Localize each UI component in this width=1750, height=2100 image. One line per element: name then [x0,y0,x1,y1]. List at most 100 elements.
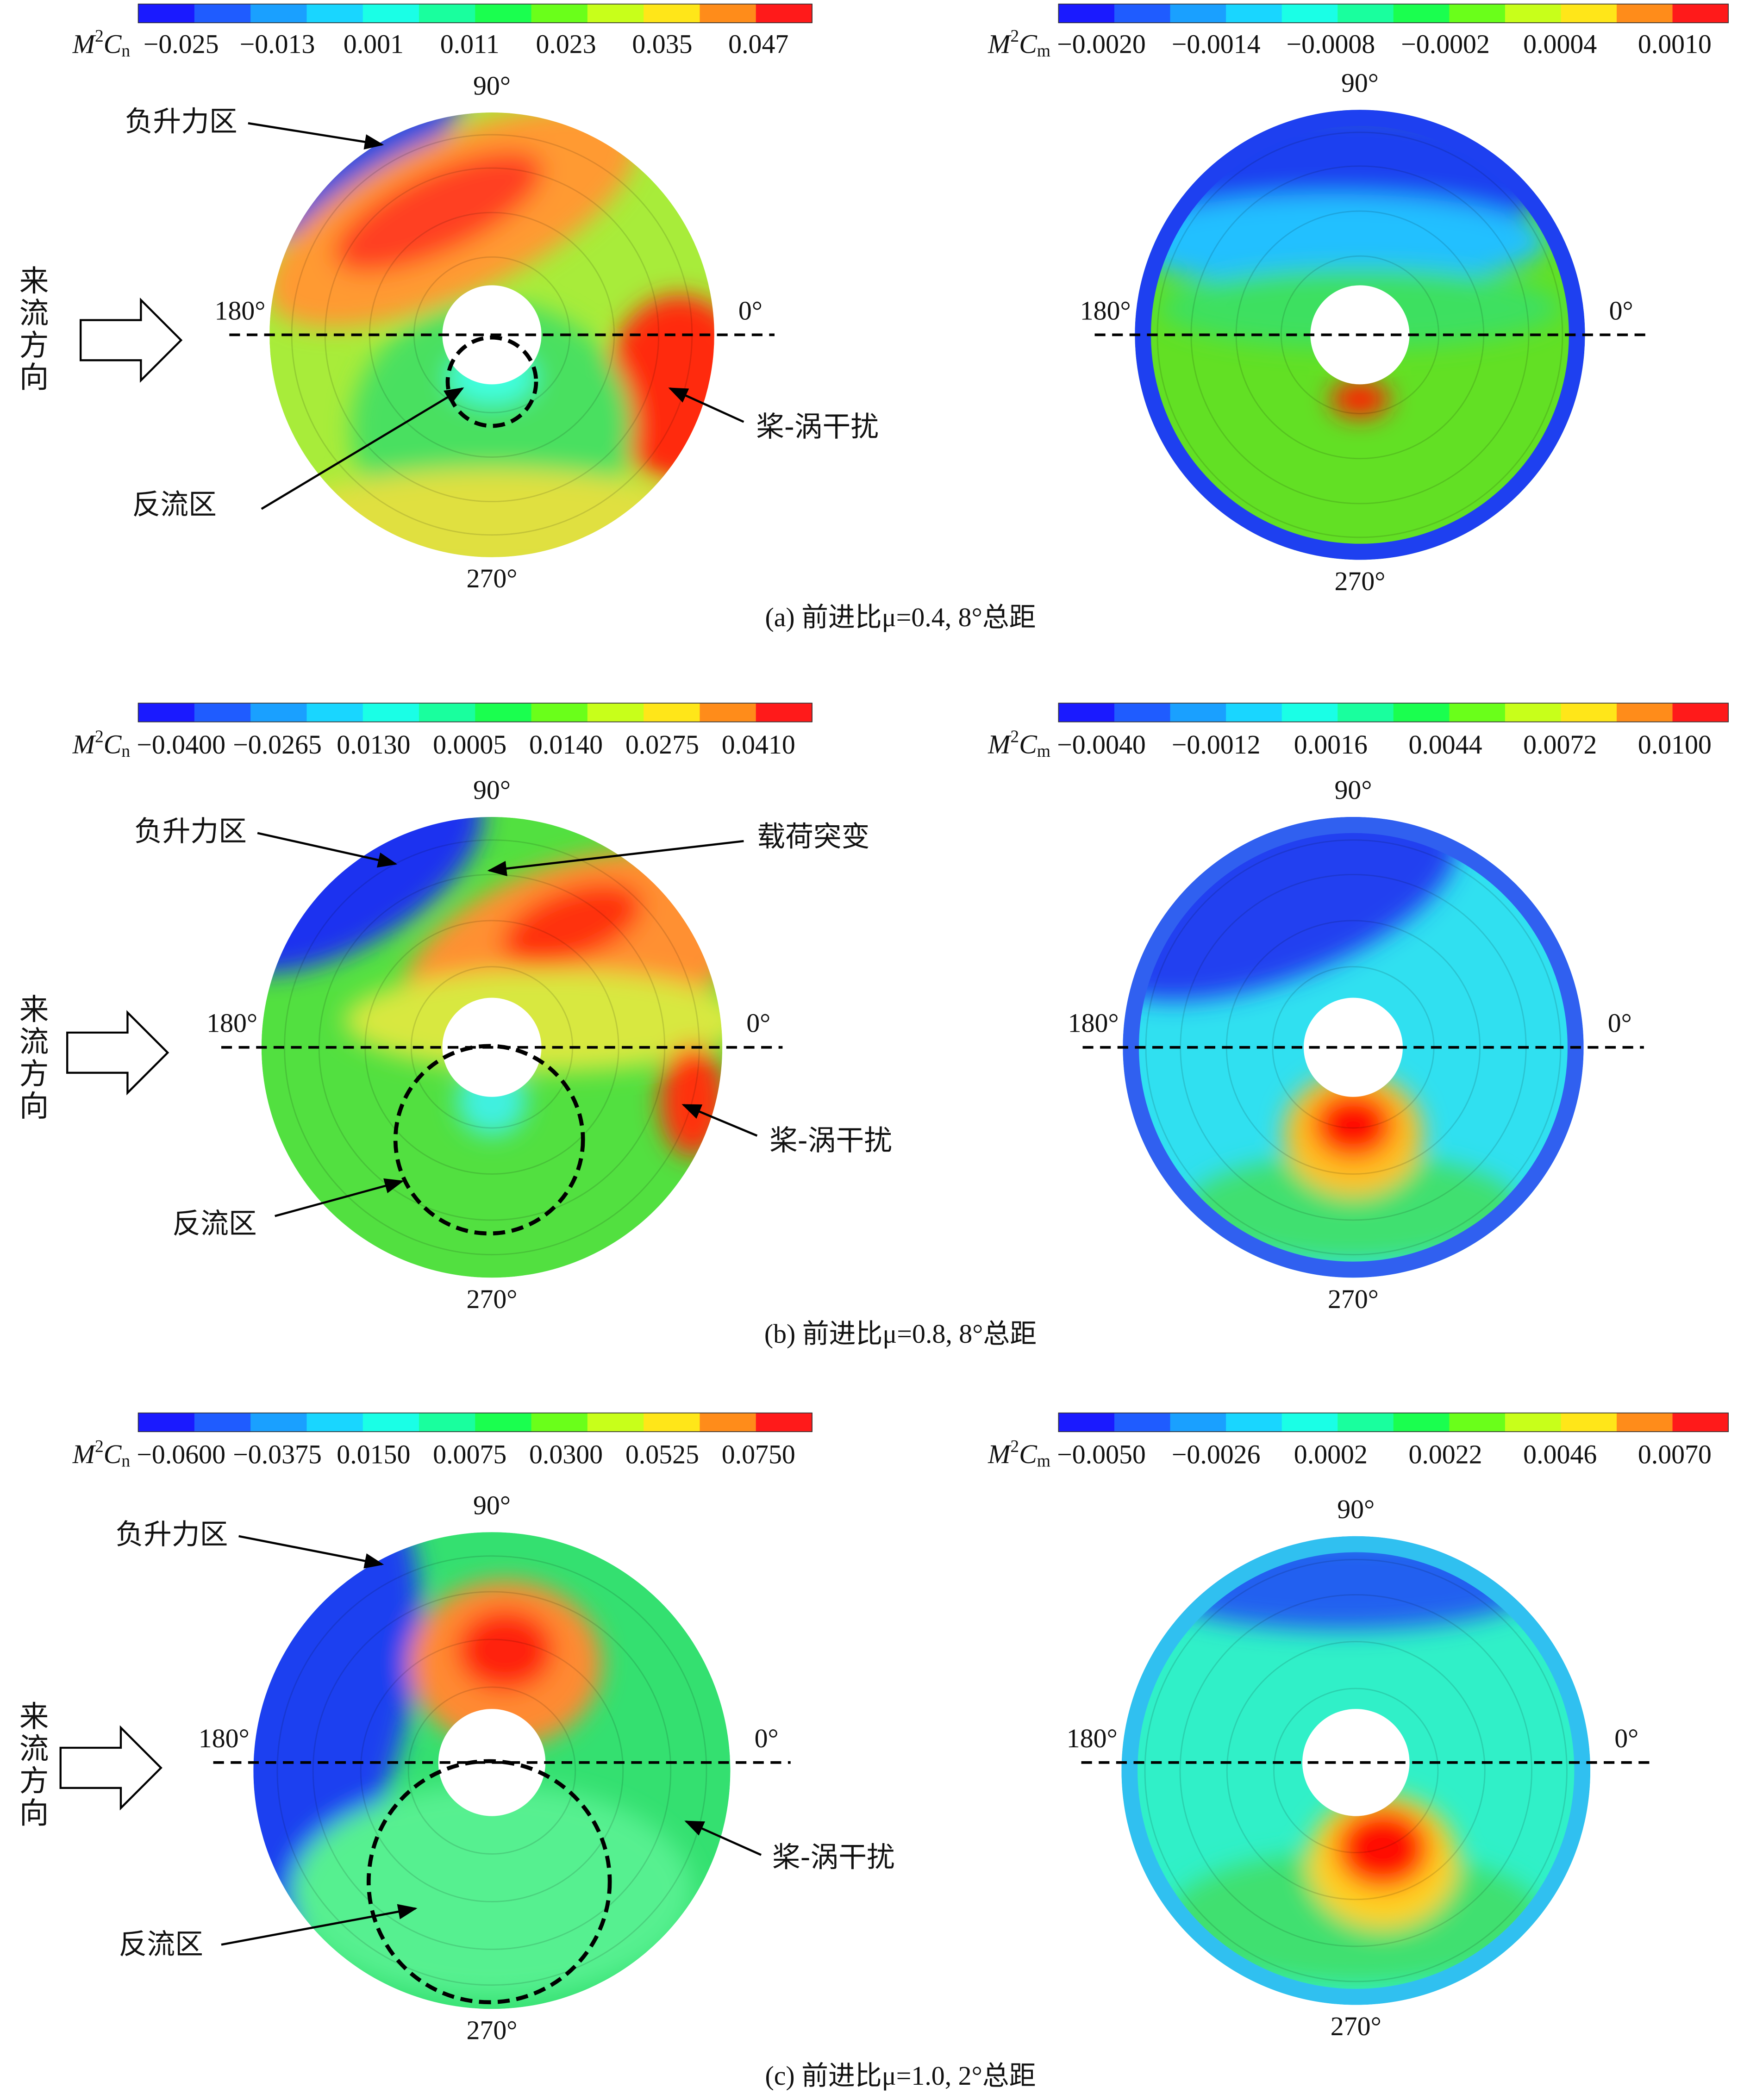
label-var: C [104,729,122,760]
contour-field [1135,110,1561,418]
disk [1123,817,1584,1278]
colorbar-tick-label: −0.0265 [233,729,322,760]
colorbar-tick-label: −0.0375 [233,1439,322,1469]
angle-label: 180° [1068,1008,1119,1038]
colorbar-swatch [1281,4,1338,23]
colorbar-tick-label: −0.0040 [1057,729,1146,760]
colorbar-tick-label: −0.0026 [1172,1439,1261,1469]
label-sub: n [121,41,130,60]
colorbar-swatch [138,1413,195,1432]
contour-line [1273,1688,1439,1853]
colorbar-swatch [1226,4,1282,23]
colorbar-swatch [1672,4,1729,23]
annotation: 载荷突变 [757,821,869,853]
colorbar-swatch [1114,4,1171,23]
colorbar-swatch [362,1413,419,1432]
annotation: 负升力区 [134,815,247,847]
colorbar-swatch [1672,703,1729,722]
colorbar-tick-label: 0.023 [536,29,596,59]
colorbar-tick-label: 0.0100 [1638,729,1712,760]
colorbar-swatch [419,703,476,722]
annotation: 反流区 [132,488,217,521]
reverse-flow-circle [445,335,538,428]
colorbar-swatch [700,1413,756,1432]
colorbar-tick-label: 0.0004 [1523,29,1597,59]
colorbar-swatch [531,703,588,722]
colorbar-swatch [1170,4,1226,23]
annotation-arrow [261,387,464,510]
colorbar-swatch [194,4,251,23]
annotation-arrow [487,840,744,877]
angle-label: 90° [1337,1494,1375,1524]
colorbar-swatch [587,4,644,23]
colorbar-swatch [250,1413,307,1432]
angle-label: 270° [1334,566,1385,596]
contour-region [1186,1154,1521,1262]
flow-label: 来流方向 [14,1701,49,1830]
colorbar-swatch [194,703,251,722]
angle-label: 0° [746,1008,770,1038]
label-base: M [72,729,96,760]
angle-label: 180° [199,1723,250,1753]
colorbar-frame [138,703,812,723]
colorbar-swatch [756,703,812,722]
annotation-arrow [221,1904,418,1946]
colorbar-tick-label: −0.0014 [1172,29,1261,59]
flow-label: 来流方向 [14,265,49,394]
colorbar-tick-label: −0.0020 [1057,29,1146,59]
angle-label: 180° [206,1008,257,1038]
angle-label: 180° [215,295,266,325]
colorbar-tick-label: 0.0525 [625,1439,699,1469]
colorbar-swatch [756,4,812,23]
colorbar-swatch [138,4,195,23]
colorbar-swatch [1114,703,1171,722]
label-sup: 2 [1010,727,1019,746]
label-sub: n [121,742,130,761]
colorbar-swatch [1338,703,1394,722]
hub-hole [1302,1709,1410,1816]
colorbar-tick-label: 0.0005 [433,729,506,760]
colorbar-tick-label: 0.011 [440,29,500,59]
angle-label: 90° [1334,775,1372,805]
colorbar-tick-label: −0.0008 [1286,29,1375,59]
colorbar-swatch [644,1413,700,1432]
contour-region [333,151,543,272]
label-sup: 2 [95,1436,104,1456]
flow-arrow [79,297,183,383]
annotation: 负升力区 [125,106,238,138]
colorbar-tick-label: 0.0410 [722,729,795,760]
label-base: M [988,729,1012,760]
label-sub: m [1037,1451,1050,1471]
colorbar-frame [1058,3,1729,24]
contour-region [1123,817,1458,1001]
colorbar-swatch [419,4,476,23]
angle-label: 90° [1341,68,1379,98]
colorbar-tick-label: 0.0140 [529,729,603,760]
flow-arrow [66,1010,169,1096]
colorbar-swatch [531,4,588,23]
colorbar-swatch [587,703,644,722]
colorbar-swatch [531,1413,588,1432]
angle-label: 180° [1067,1723,1118,1753]
caption: (b) 前进比μ=0.8, 8°总距 [764,1319,1037,1349]
angle-label: 270° [466,563,517,593]
angle-label: 90° [473,70,511,100]
caption: (c) 前进比μ=1.0, 2°总距 [765,2061,1036,2091]
colorbar-tick-label: −0.013 [240,29,315,59]
contour-line [1179,1594,1532,1947]
colorbar-tick-label: 0.0075 [433,1439,506,1469]
colorbar-swatch [1114,1413,1171,1432]
colorbar-swatch [475,703,532,722]
colorbar-label: M2Cn [72,727,131,761]
colorbar-swatch [1058,703,1115,722]
colorbar-swatch [1170,1413,1226,1432]
colorbar-tick-label: 0.001 [344,29,404,59]
colorbar-swatch [1393,4,1450,23]
angle-label: 0° [1609,295,1633,325]
colorbar-swatch [1338,1413,1394,1432]
label-var: C [104,29,122,59]
colorbar-swatch [419,1413,476,1432]
contour-line [1280,255,1440,414]
colorbar-frame [138,3,812,24]
